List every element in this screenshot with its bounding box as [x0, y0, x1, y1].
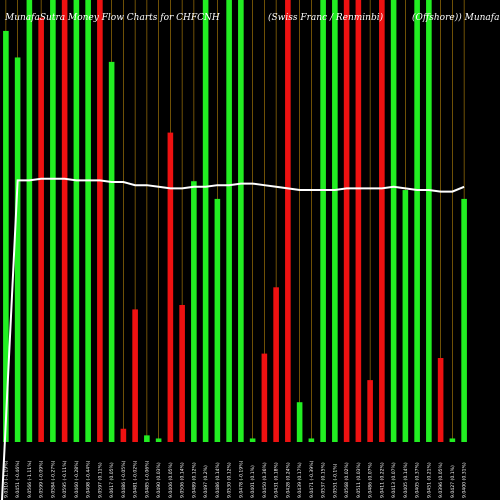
chart-subtitle-offshore: (Offshore)) Munafa	[412, 12, 499, 23]
bar-39	[449, 438, 456, 442]
bar-16	[179, 304, 185, 442]
bar-20	[226, 0, 232, 442]
bar-35	[402, 190, 409, 442]
bar-24	[273, 287, 279, 442]
tick-labels: 9.0310 (-1.19%) 9.0451 (-0.46%) 9.0566 (-1…	[3, 460, 467, 498]
tick-label-1: 9.0310 (-1.19%)	[3, 460, 9, 498]
tick-label-11: 9.0486 (-0.05%)	[121, 460, 127, 498]
bars	[3, 0, 467, 443]
tick-label-14: 9.0490 (0.03%)	[156, 462, 162, 498]
tick-label-34: 9.0413 (0.07%)	[391, 462, 397, 498]
bar-40	[461, 198, 467, 442]
tick-label-4: 9.0599 (-0.09%)	[39, 460, 45, 498]
bar-12	[132, 309, 138, 442]
bar-33	[379, 0, 385, 442]
bar-29	[332, 0, 338, 442]
tick-label-40: 9.0400 (0.31%)	[462, 462, 468, 498]
tick-label-17: 9.0489 (0.12%)	[191, 462, 197, 498]
tick-label-39: 9.0427 (0.1%)	[450, 465, 456, 498]
tick-label-7: 9.0460 (-0.28%)	[74, 460, 80, 498]
bar-11	[120, 428, 127, 442]
bar-21	[238, 0, 244, 442]
bar-19	[214, 198, 221, 442]
bar-18	[202, 0, 209, 442]
tick-label-3: 9.0566 (-1.11%)	[27, 460, 33, 498]
bar-15	[167, 132, 174, 442]
tick-label-15: 9.0406 (0.05%)	[168, 462, 174, 498]
tick-label-2: 9.0451 (-0.46%)	[15, 460, 21, 498]
price-line	[1, 177, 465, 500]
bar-14	[155, 438, 162, 442]
bar-1	[3, 30, 9, 442]
tick-label-29: 9.0551 (-0.1%)	[332, 463, 338, 498]
bar-13	[144, 435, 150, 442]
tick-label-24: 9.0431 (0.18%)	[274, 462, 280, 498]
chart-subtitle-pair: (Swiss Franc / Renminbi)	[268, 12, 384, 23]
tick-label-16: 9.0506 (0.14%)	[180, 462, 186, 498]
tick-label-5: 9.0584 (-0.27%)	[50, 460, 56, 498]
tick-label-36: 9.0405 (0.37%)	[415, 462, 421, 498]
bar-8	[85, 0, 91, 442]
bar-7	[73, 0, 80, 442]
bar-30	[343, 0, 350, 442]
tick-label-33: 9.0411 (0.22%)	[379, 462, 385, 498]
tick-label-28: 9.0537 (0.15%)	[321, 462, 327, 498]
tick-label-25: 9.0428 (0.24%)	[285, 462, 291, 498]
bar-6	[61, 0, 68, 442]
bar-38	[437, 358, 444, 442]
bar-3	[26, 0, 33, 442]
bar-4	[38, 17, 44, 443]
bar-5	[50, 0, 56, 442]
tick-label-27: 9.0471 (-0.39%)	[309, 460, 315, 498]
bar-31	[355, 0, 362, 442]
bar-36	[414, 0, 420, 442]
bar-10	[108, 61, 115, 442]
bar-17	[191, 181, 197, 442]
tick-label-18: 9.0497 (0.2%)	[203, 465, 209, 498]
tick-label-31: 9.0511 (0.03%)	[356, 462, 362, 498]
tick-label-21: 9.0478 (-0.19%)	[238, 460, 244, 498]
tick-label-23: 9.0450 (0.36%)	[262, 462, 268, 498]
tick-label-13: 9.0485 (-0.06%)	[144, 460, 150, 498]
bar-2	[14, 57, 21, 443]
tick-label-37: 9.0451 (0.21%)	[426, 462, 432, 498]
bar-26	[296, 402, 303, 442]
tick-label-12: 9.0481 (-0.02%)	[133, 460, 139, 498]
price-line-group	[1, 177, 465, 500]
bar-32	[367, 380, 373, 442]
bar-37	[426, 0, 432, 442]
tick-label-19: 9.0486 (0.14%)	[215, 462, 221, 498]
bar-23	[261, 353, 268, 442]
bar-34	[390, 0, 397, 442]
bar-9	[97, 0, 103, 442]
tick-label-35: 9.0405 (0.14%)	[403, 462, 409, 498]
tick-label-10: 9.0617 (0.05%)	[109, 462, 115, 498]
tick-label-6: 9.0595 (-0.11%)	[62, 460, 68, 498]
bar-28	[320, 0, 326, 442]
tick-label-32: 9.0486 (0.07%)	[368, 462, 374, 498]
chart-title: MunafaSutra Money Flow Charts for CHFCNH	[4, 13, 220, 23]
bar-22	[249, 438, 256, 442]
tick-label-38: 9.0396 (0.05%)	[438, 462, 444, 498]
tick-label-8: 9.0498 (-0.44%)	[86, 460, 92, 498]
tick-label-20: 9.0530 (0.12%)	[227, 462, 233, 498]
bar-27	[308, 438, 315, 442]
tick-label-26: 9.0439 (0.17%)	[297, 462, 303, 498]
tick-label-9: 9.0597 (0.11%)	[97, 462, 103, 498]
bar-25	[285, 0, 291, 442]
tick-label-22: 9.0401 (0.1%)	[250, 465, 256, 498]
tick-label-30: 9.0568 (0.02%)	[344, 462, 350, 498]
